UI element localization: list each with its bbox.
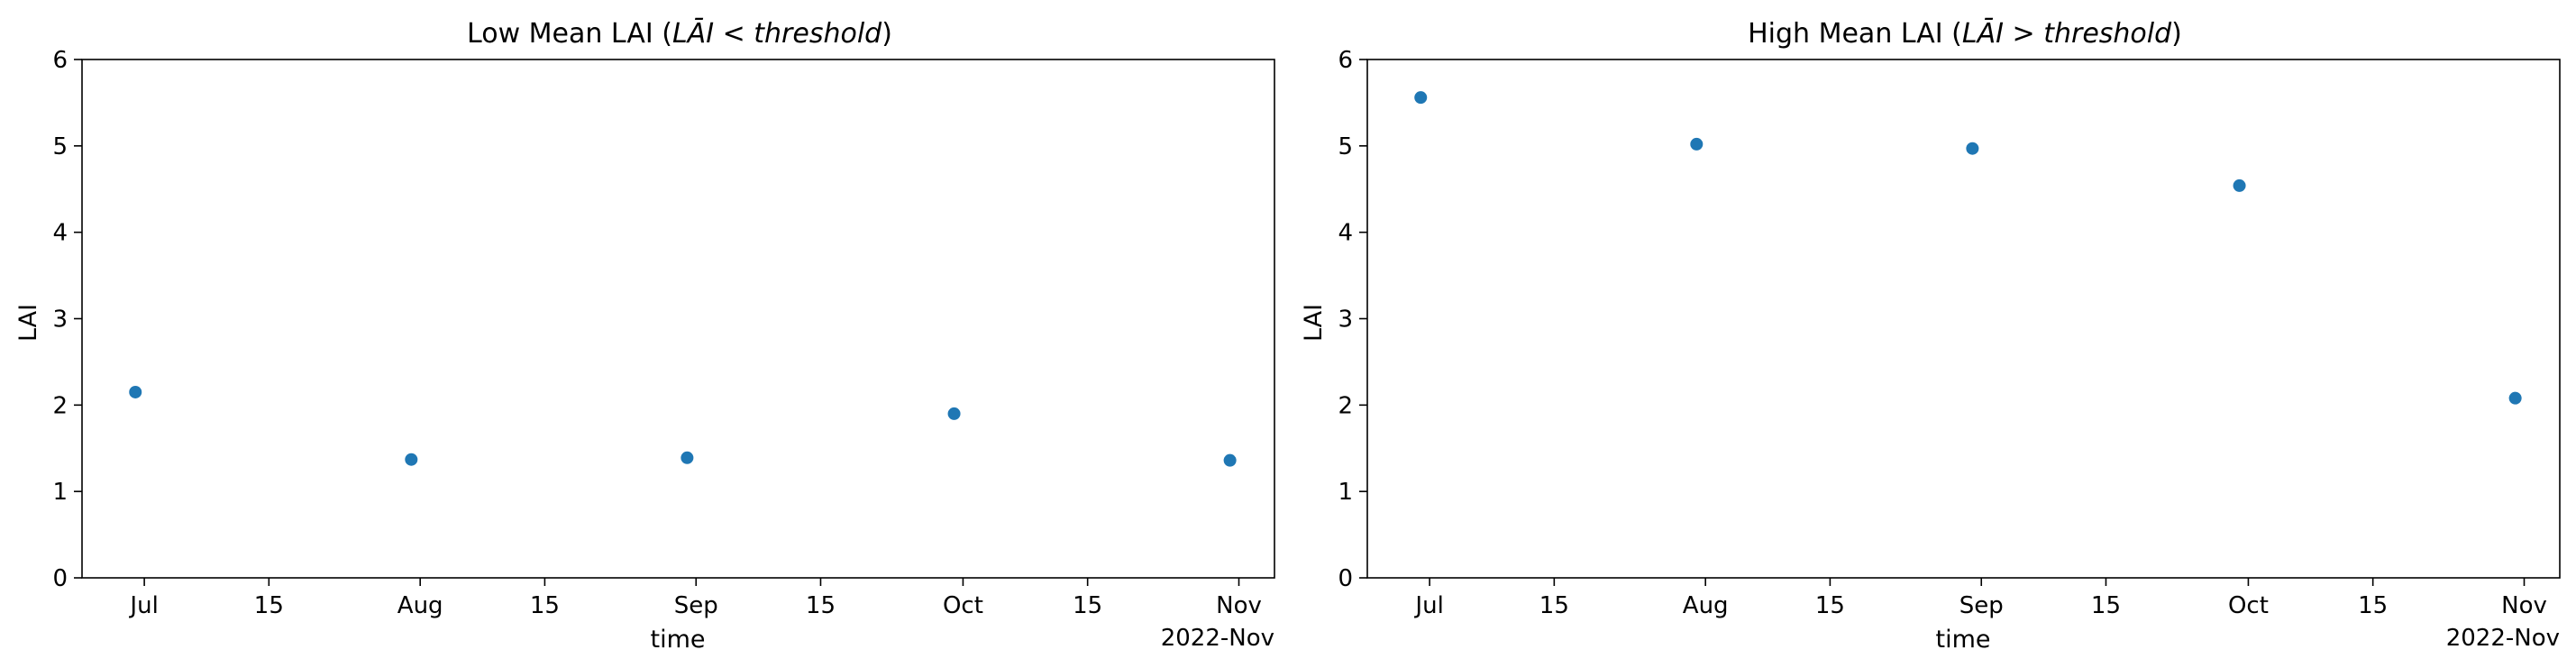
data-point — [947, 407, 961, 420]
x-tick-label: Aug — [1683, 592, 1729, 619]
x-offset-label: 2022-Nov — [1161, 625, 1274, 652]
x-tick-label: 15 — [530, 592, 560, 619]
data-point — [1690, 137, 1704, 151]
y-tick-label: 2 — [52, 392, 68, 419]
x-tick-label: Sep — [1959, 592, 2004, 619]
x-axis-label: time — [650, 626, 705, 654]
x-tick-label: 15 — [1815, 592, 1845, 619]
y-tick-label: 3 — [1338, 307, 1353, 334]
x-tick-label: 15 — [2091, 592, 2121, 619]
data-point — [681, 451, 694, 464]
chart-panel-high-mean-lai: High Mean LAI (LĀI > threshold) 0123456 … — [1300, 17, 2561, 654]
x-axis: Jul 15 Aug 15 Sep 15 Oct 15 Nov — [128, 578, 1262, 619]
x-tick-label: Jul — [1413, 592, 1443, 619]
chart-title: Low Mean LAI (LĀI < threshold) — [467, 17, 892, 50]
x-tick-label: Nov — [2501, 592, 2547, 619]
y-tick-label: 5 — [52, 133, 68, 160]
data-point — [1966, 142, 1979, 155]
y-tick-label: 5 — [1338, 133, 1353, 160]
y-axis-label: LAI — [1300, 304, 1328, 342]
data-point — [2508, 391, 2522, 405]
x-tick-label: Jul — [128, 592, 158, 619]
x-tick-label: Sep — [674, 592, 718, 619]
x-tick-label: Nov — [1216, 592, 1262, 619]
y-tick-label: 6 — [52, 47, 68, 74]
x-tick-label: 15 — [1539, 592, 1569, 619]
x-tick-label: Oct — [2228, 592, 2269, 619]
y-tick-label: 2 — [1338, 392, 1353, 419]
data-points — [1414, 91, 2522, 405]
data-points — [129, 385, 1237, 467]
y-tick-label: 0 — [52, 565, 68, 592]
x-tick-label: Oct — [943, 592, 983, 619]
x-offset-label: 2022-Nov — [2446, 625, 2560, 652]
y-tick-label: 3 — [52, 307, 68, 334]
x-axis: Jul 15 Aug 15 Sep 15 Oct 15 Nov — [1413, 578, 2547, 619]
data-point — [405, 453, 418, 466]
y-tick-label: 1 — [1338, 479, 1353, 506]
x-tick-label: 15 — [254, 592, 284, 619]
data-point — [1223, 453, 1237, 467]
y-tick-label: 0 — [1338, 565, 1353, 592]
y-axis: 0 1 2 3 4 5 6 — [1338, 47, 1367, 592]
data-point — [129, 385, 142, 398]
y-tick-label: 4 — [52, 220, 68, 247]
x-tick-label: 15 — [2358, 592, 2388, 619]
y-tick-label: 1 — [52, 479, 68, 506]
x-tick-label: 15 — [1073, 592, 1102, 619]
chart-title: High Mean LAI (LĀI > threshold) — [1748, 17, 2182, 50]
x-tick-label: 15 — [806, 592, 836, 619]
y-tick-label: 4 — [1338, 220, 1353, 247]
y-axis-label: LAI — [14, 304, 42, 342]
x-tick-label: Aug — [397, 592, 443, 619]
y-tick-label: 6 — [1338, 47, 1353, 74]
y-axis: 0 1 2 3 4 5 6 — [52, 47, 82, 592]
data-point — [1414, 91, 1428, 105]
x-axis-label: time — [1935, 626, 1990, 654]
data-point — [2233, 178, 2246, 192]
chart-panel-low-mean-lai: Low Mean LAI (LĀI < threshold) 0 1 2 3 4 5 6 J… — [14, 17, 1275, 654]
